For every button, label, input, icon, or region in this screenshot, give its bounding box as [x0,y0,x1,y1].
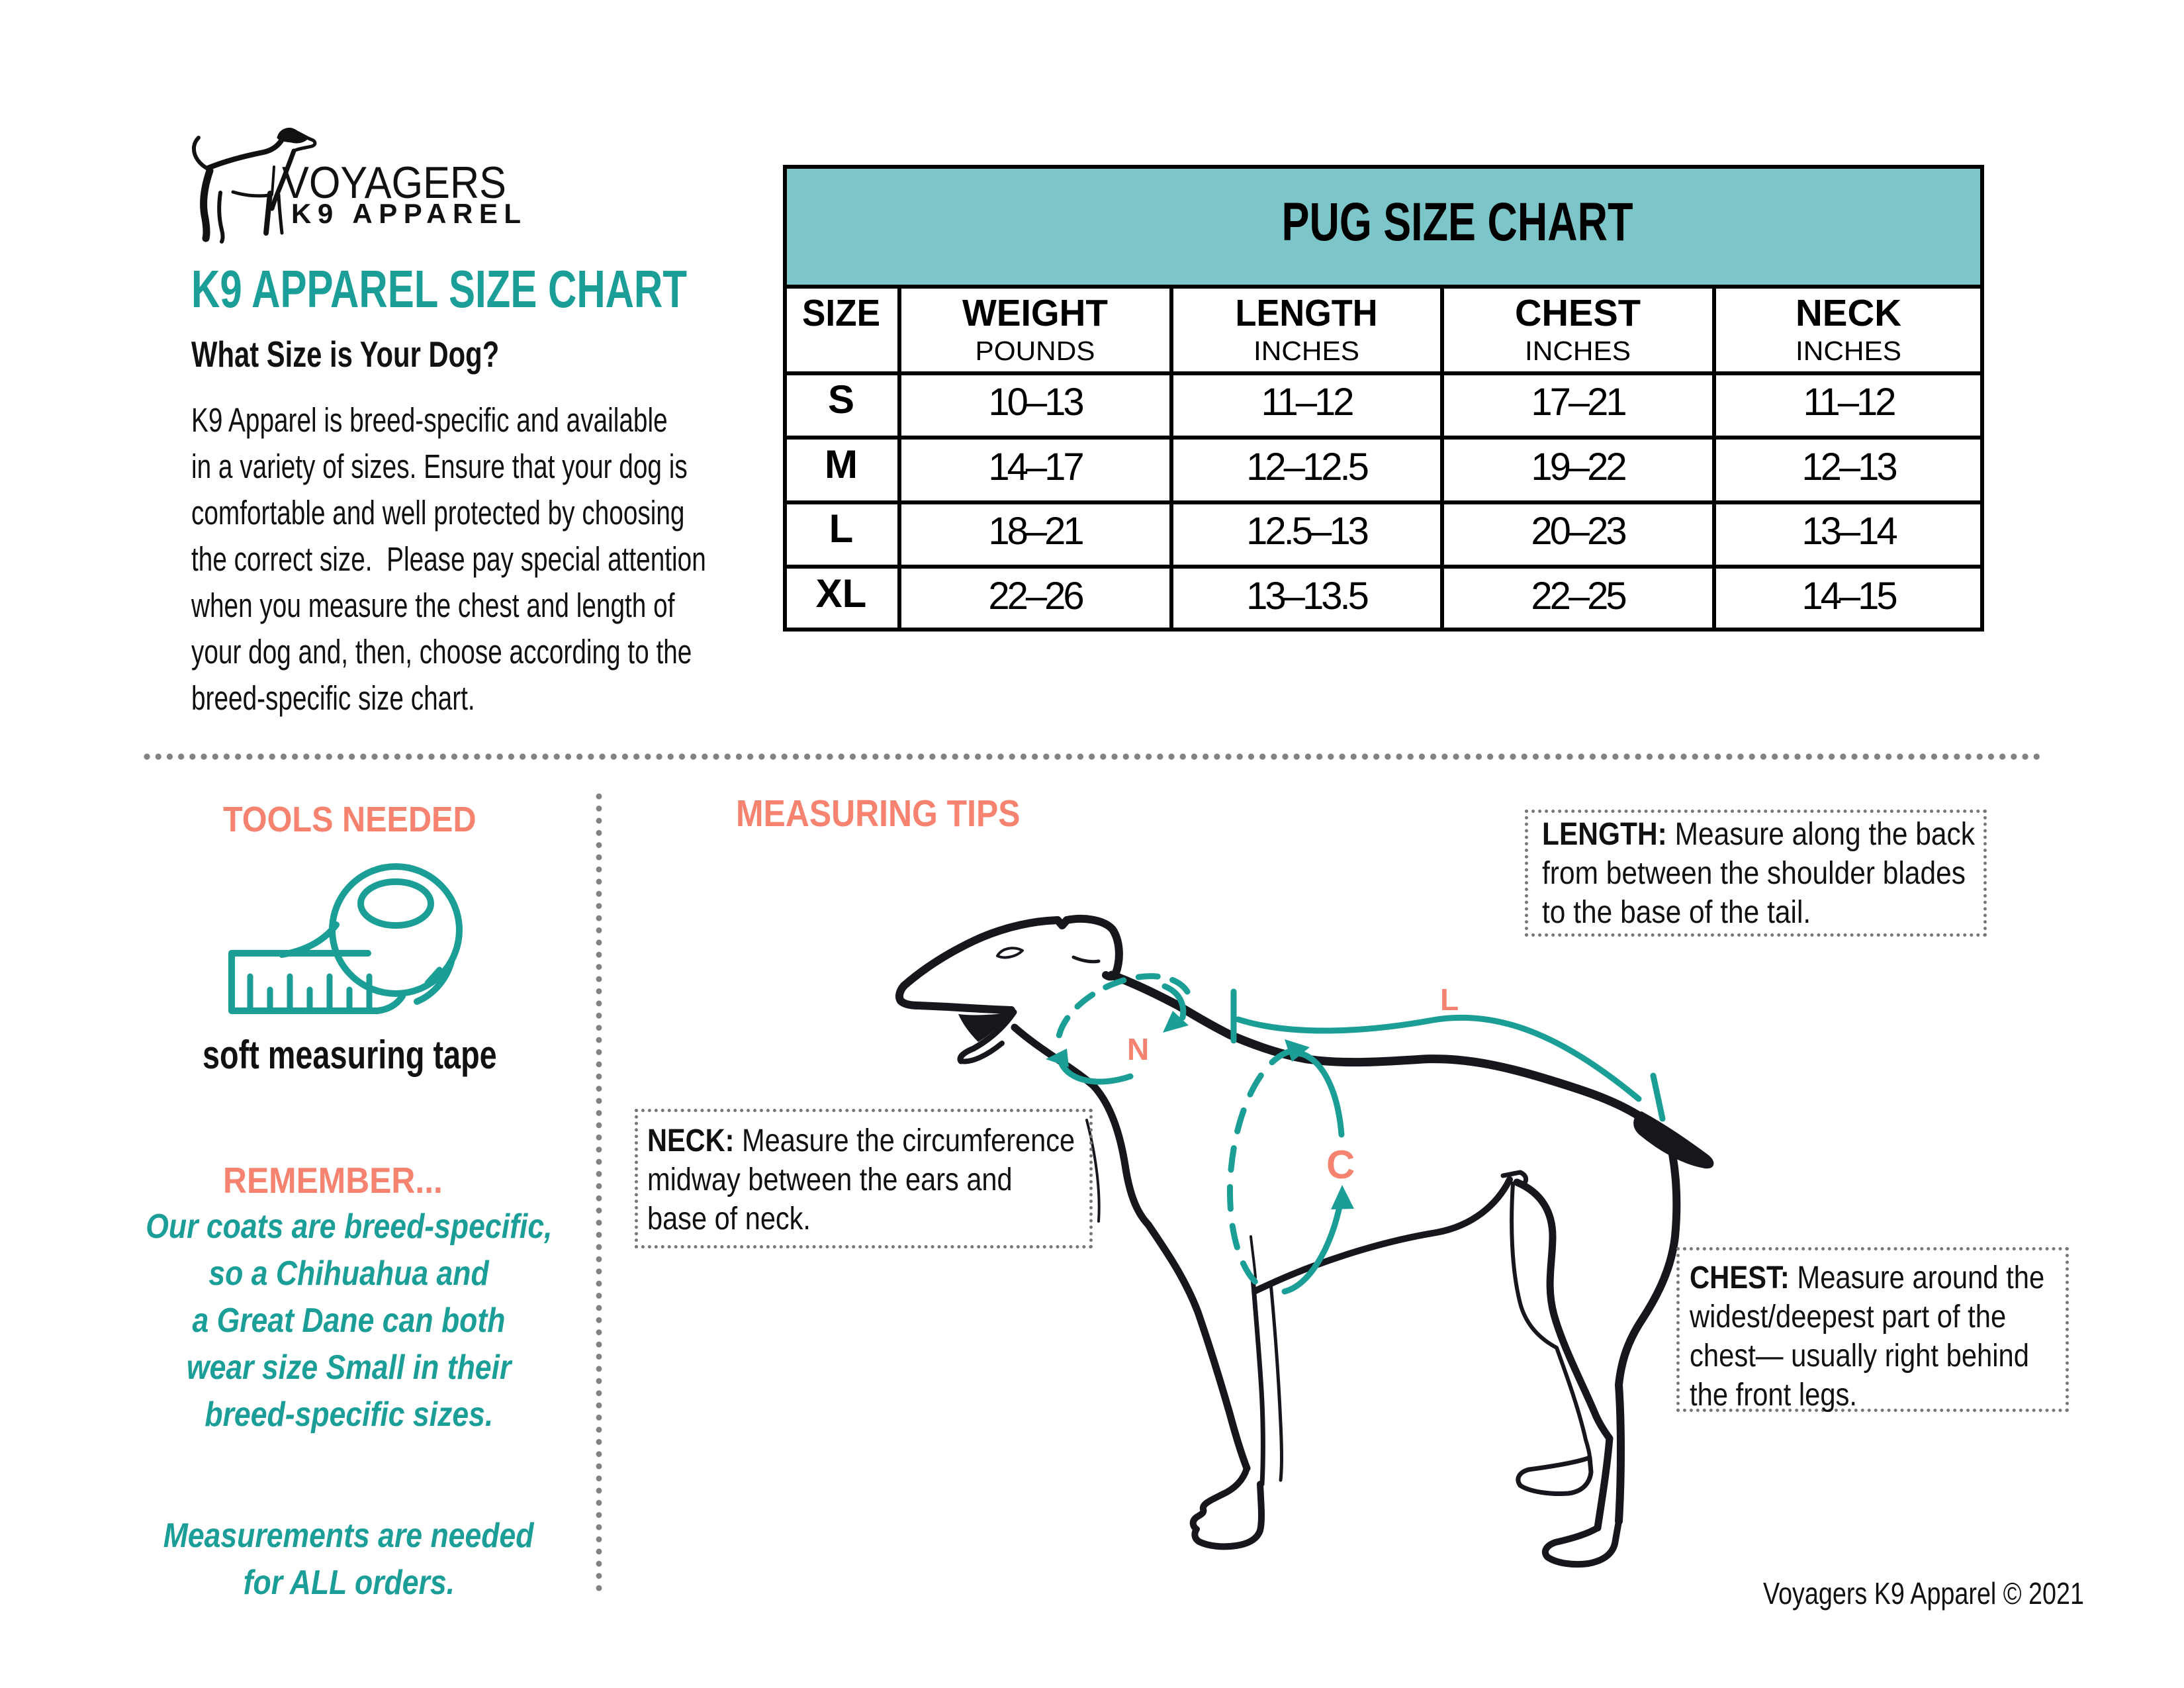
svg-text:M: M [825,442,858,487]
svg-text:POUNDS: POUNDS [976,336,1095,366]
svg-text:L: L [1440,982,1459,1017]
svg-text:13–13.5: 13–13.5 [1246,575,1367,618]
svg-text:12–13: 12–13 [1801,445,1896,489]
svg-text:13–14: 13–14 [1801,510,1897,553]
svg-text:SIZE: SIZE [802,292,880,334]
svg-text:12–12.5: 12–12.5 [1246,445,1367,489]
svg-text:20–23: 20–23 [1531,510,1625,553]
svg-text:LENGTH: LENGTH [1236,292,1378,334]
svg-text:22–25: 22–25 [1531,575,1625,618]
svg-text:INCHES: INCHES [1525,336,1631,366]
svg-text:14–17: 14–17 [988,445,1083,489]
svg-text:10–13: 10–13 [988,381,1083,424]
svg-text:11–12: 11–12 [1803,381,1895,424]
svg-text:NECK: NECK [1796,292,1901,334]
svg-text:12.5–13: 12.5–13 [1246,510,1367,553]
svg-text:14–15: 14–15 [1801,575,1896,618]
svg-text:PUG SIZE CHART: PUG SIZE CHART [1282,192,1633,252]
svg-text:C: C [1326,1143,1355,1187]
svg-text:XL: XL [816,571,867,616]
svg-text:S: S [828,377,854,422]
svg-text:N: N [1127,1032,1149,1066]
svg-text:INCHES: INCHES [1796,336,1901,366]
svg-text:CHEST: CHEST [1515,292,1641,334]
svg-text:22–26: 22–26 [988,575,1083,618]
svg-text:11–12: 11–12 [1261,381,1353,424]
svg-text:L: L [829,506,854,551]
svg-text:19–22: 19–22 [1531,445,1625,489]
svg-text:WEIGHT: WEIGHT [962,292,1108,334]
svg-text:17–21: 17–21 [1531,381,1625,424]
svg-text:18–21: 18–21 [988,510,1083,553]
svg-text:INCHES: INCHES [1253,336,1359,366]
